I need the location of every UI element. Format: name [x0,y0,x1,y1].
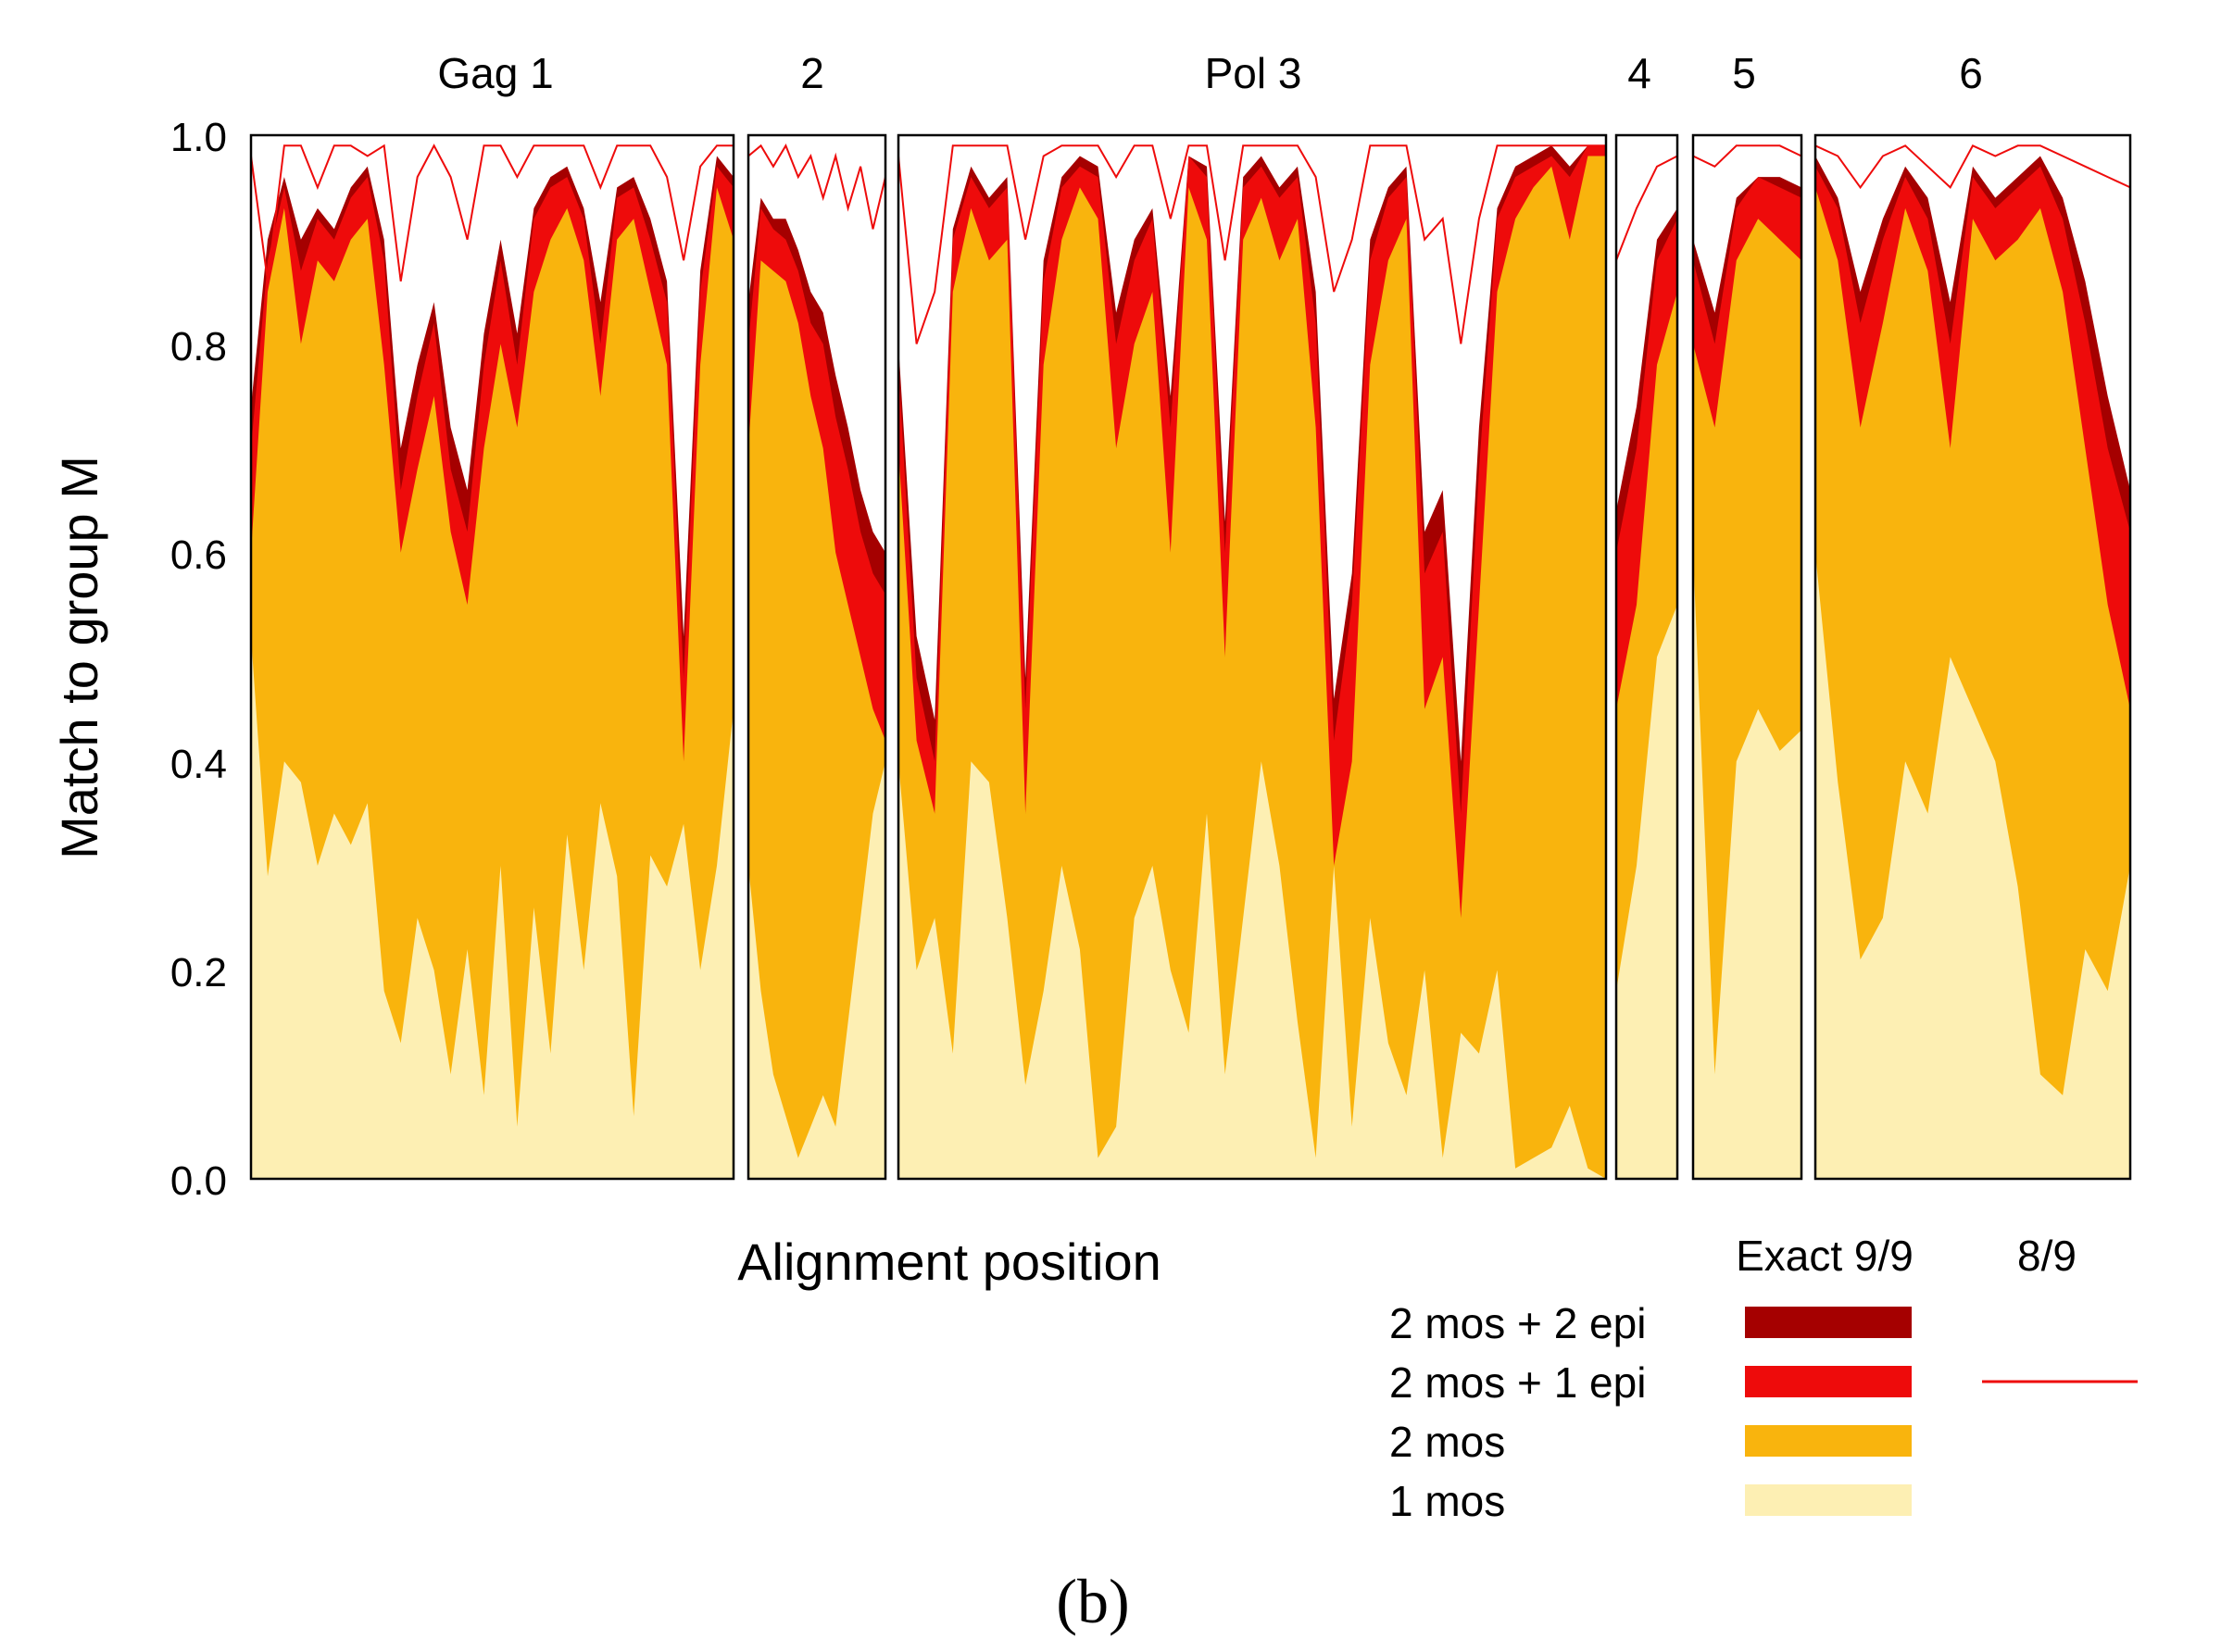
segment-title-gag-1: Gag 1 [437,49,553,97]
area-1-mos [748,761,885,1179]
segment-panel [1691,133,1803,1181]
legend-label: 1 mos [1389,1477,1505,1525]
area-1-mos [1693,552,1801,1179]
legend-header-8-of-9: 8/9 [2017,1232,2077,1280]
area-1-mos [1616,605,1677,1179]
panel-label: (b) [1056,1566,1129,1636]
legend-swatch-2mos [1745,1425,1912,1457]
y-axis-label: Match to group M [50,456,108,859]
segment-title-pol-3: Pol 3 [1205,49,1302,97]
area-1-mos [251,636,734,1179]
segment-frame [1691,133,1803,1181]
line-8-of-9 [1615,155,1678,261]
segment-title-2: 2 [800,49,824,97]
line-8-of-9 [1692,144,1802,169]
segment-panel [747,133,887,1181]
legend-label: 2 mos + 1 epi [1389,1358,1646,1407]
y-tick-label: 0.8 [170,324,227,369]
area-2-mos [898,156,1606,1179]
legend-swatch-1mos [1745,1484,1912,1516]
area-2-mos [748,260,885,1179]
legend-header-exact: Exact 9/9 [1736,1232,1914,1280]
line-8-of-9 [250,144,734,282]
y-tick-label: 0.6 [170,532,227,578]
area-1-mos [898,761,1606,1179]
segment-frame [897,133,1608,1181]
segment-title-4: 4 [1627,49,1651,97]
segment-panel [1813,133,2132,1181]
y-tick-label: 0.0 [170,1158,227,1204]
legend-swatch-2mos-1epi [1745,1366,1912,1397]
segment-title-5: 5 [1732,49,1756,97]
segment-frame [1813,133,2132,1181]
segment-panel [249,133,735,1181]
legend-label: 2 mos + 2 epi [1389,1299,1646,1347]
segment-frame [249,133,735,1181]
legend: Exact 9/9 8/9 2 mos + 2 epi 2 mos + 1 ep… [1389,1232,2138,1525]
y-tick-label: 0.4 [170,742,227,787]
line-8-of-9 [1814,144,2131,190]
legend-label: 2 mos [1389,1418,1505,1466]
legend-swatch-2mos-2epi [1745,1307,1912,1338]
y-axis-ticks: 0.0 0.2 0.4 0.6 0.8 1.0 [170,115,227,1204]
segment-title-6: 6 [1959,49,1983,97]
y-tick-label: 1.0 [170,115,227,160]
line-8-of-9 [747,144,886,230]
segment-panel [897,133,1608,1181]
plot-area [249,133,2132,1181]
segment-panel [1614,133,1679,1181]
segment-frame [1614,133,1679,1181]
x-axis-label: Alignment position [737,1233,1161,1291]
line-8-of-9 [897,144,1606,344]
y-tick-label: 0.2 [170,950,227,995]
segment-titles: Gag 1 2 Pol 3 4 5 6 [437,49,1982,97]
area-1-mos [1815,552,2130,1179]
segment-frame [747,133,887,1181]
